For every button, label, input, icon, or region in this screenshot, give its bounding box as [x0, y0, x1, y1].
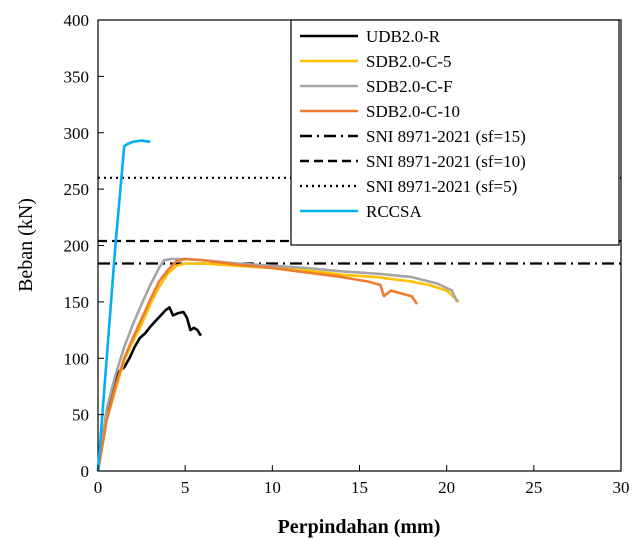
y-tick-label: 150	[64, 293, 90, 312]
x-tick-label: 25	[525, 478, 542, 497]
series-line-8	[96, 139, 151, 472]
series-line-4	[96, 257, 419, 472]
y-tick-label: 250	[64, 180, 90, 199]
legend: UDB2.0-R SDB2.0-C-5 SDB2.0-C-F SDB2.0-C-10 S…	[290, 19, 620, 246]
y-axis-title: Beban (kN)	[15, 198, 37, 292]
x-tick-label: 15	[351, 478, 368, 497]
y-tick-label: 400	[64, 11, 90, 30]
legend-label: SDB2.0-C-F	[366, 77, 452, 96]
x-tick-label: 5	[181, 478, 190, 497]
series-lines	[96, 139, 460, 472]
x-axis-title: Perpindahan (mm)	[278, 516, 441, 538]
legend-label: RCCSA	[366, 202, 422, 221]
y-tick-label: 200	[64, 237, 90, 256]
legend-box	[290, 19, 620, 246]
y-tick-label: 300	[64, 124, 90, 143]
legend-label: SDB2.0-C-10	[366, 102, 460, 121]
y-tick-label: 100	[64, 349, 90, 368]
legend-label: SNI 8971-2021 (sf=5)	[366, 177, 517, 196]
y-axis-ticks: 0 50 100 150 200 250 300 350 400	[64, 11, 104, 481]
x-tick-label: 20	[438, 478, 455, 497]
y-tick-label: 0	[81, 462, 90, 481]
legend-label: SNI 8971-2021 (sf=15)	[366, 127, 526, 146]
legend-label: UDB2.0-R	[366, 27, 441, 46]
y-tick-label: 50	[72, 406, 89, 425]
x-tick-label: 30	[613, 478, 630, 497]
x-tick-label: 10	[264, 478, 281, 497]
legend-label: SNI 8971-2021 (sf=10)	[366, 152, 526, 171]
x-axis-ticks: 0 5 10 15 20 25 30	[94, 465, 630, 497]
legend-label: SDB2.0-C-5	[366, 52, 451, 71]
x-tick-label: 0	[94, 478, 103, 497]
y-tick-label: 350	[64, 67, 90, 86]
